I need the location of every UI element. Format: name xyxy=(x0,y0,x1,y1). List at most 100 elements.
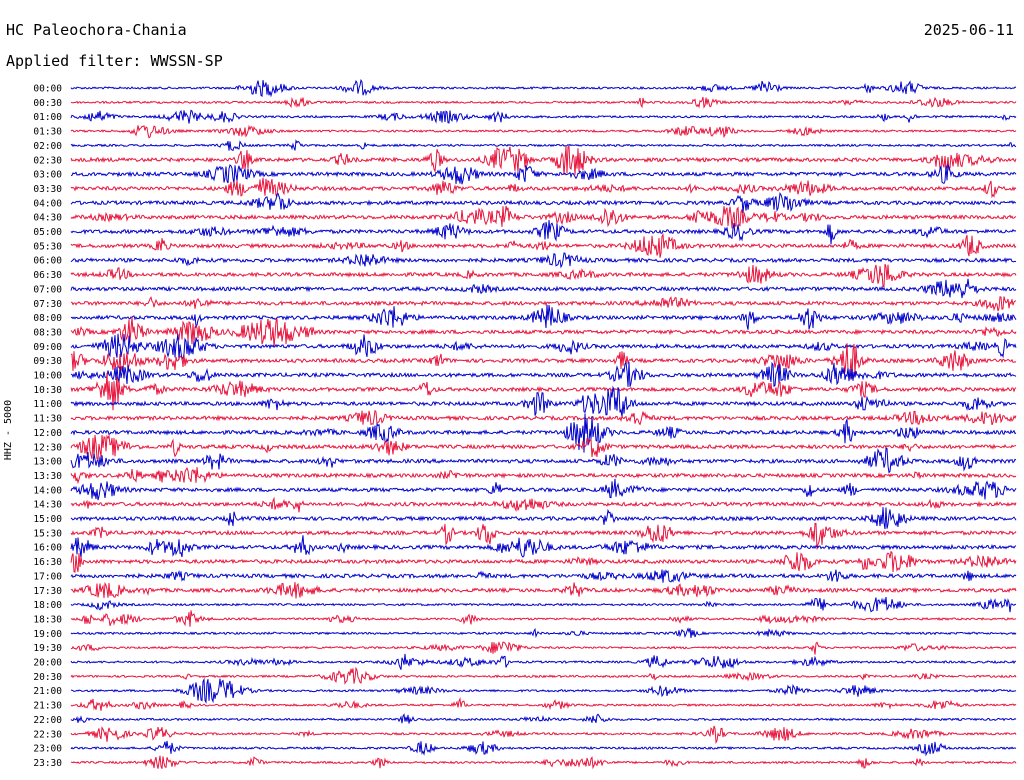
trace-line xyxy=(70,333,1017,361)
row-time-label: 04:30 xyxy=(33,213,62,224)
row-time-label: 06:00 xyxy=(33,256,62,267)
trace-line xyxy=(70,666,1017,685)
trace-line xyxy=(70,569,1017,583)
row-time-label: 14:00 xyxy=(33,485,62,496)
trace-line xyxy=(70,627,1017,639)
trace-line xyxy=(70,139,1017,152)
trace-line xyxy=(70,278,1017,299)
row-time-label: 14:30 xyxy=(33,500,62,511)
trace-line xyxy=(70,466,1017,485)
trace-line xyxy=(70,109,1017,124)
filter-label: Applied filter: WWSSN-SP xyxy=(6,52,223,70)
row-time-label: 22:00 xyxy=(33,715,62,726)
trace-line xyxy=(70,740,1017,757)
row-time-label: 03:30 xyxy=(33,184,62,195)
row-time-label: 19:00 xyxy=(33,629,62,640)
trace-line xyxy=(70,304,1017,330)
row-time-label: 17:30 xyxy=(33,586,62,597)
row-time-label: 18:00 xyxy=(33,600,62,611)
trace-line xyxy=(70,263,1017,288)
trace-line xyxy=(70,507,1017,530)
row-time-label: 04:00 xyxy=(33,198,62,209)
row-time-label: 15:30 xyxy=(33,528,62,539)
row-time-label: 08:30 xyxy=(33,327,62,338)
row-time-label: 00:00 xyxy=(33,84,62,95)
row-time-label: 21:00 xyxy=(33,686,62,697)
trace-line xyxy=(70,522,1017,550)
trace-line xyxy=(70,677,1017,704)
trace-line xyxy=(70,163,1017,185)
trace-line xyxy=(70,385,1017,418)
row-time-label: 13:30 xyxy=(33,471,62,482)
row-time-label: 21:30 xyxy=(33,701,62,712)
trace-line xyxy=(70,316,1017,348)
row-time-label: 01:00 xyxy=(33,112,62,123)
trace-line xyxy=(70,413,1017,453)
trace-line xyxy=(70,343,1017,380)
row-time-label: 22:30 xyxy=(33,729,62,740)
row-time-label: 10:00 xyxy=(33,371,62,382)
trace-line xyxy=(70,535,1017,558)
trace-line xyxy=(70,124,1017,139)
trace-line xyxy=(70,755,1017,770)
row-time-label: 20:30 xyxy=(33,672,62,683)
row-time-label: 12:30 xyxy=(33,442,62,453)
row-time-label: 11:30 xyxy=(33,414,62,425)
row-time-label: 19:30 xyxy=(33,643,62,654)
row-time-label: 20:00 xyxy=(33,658,62,669)
row-time-label: 05:00 xyxy=(33,227,62,238)
trace-line xyxy=(70,232,1017,258)
row-time-label: 16:30 xyxy=(33,557,62,568)
trace-line xyxy=(70,372,1017,411)
trace-line xyxy=(70,296,1016,312)
trace-line xyxy=(70,145,1017,176)
row-time-label: 13:00 xyxy=(33,457,62,468)
row-time-label: 15:00 xyxy=(33,514,62,525)
trace-line xyxy=(70,713,1017,724)
trace-line xyxy=(70,610,1017,627)
trace-line xyxy=(70,496,1017,513)
trace-line xyxy=(70,361,1017,388)
trace-line xyxy=(70,478,1017,501)
row-time-label: 17:00 xyxy=(33,571,62,582)
row-time-label: 16:00 xyxy=(33,543,62,554)
trace-line xyxy=(70,252,1017,269)
trace-line xyxy=(70,641,1017,655)
trace-line xyxy=(70,192,1016,213)
trace-line xyxy=(70,220,1017,245)
row-time-label: 11:00 xyxy=(33,399,62,410)
row-time-label: 05:30 xyxy=(33,241,62,252)
trace-line xyxy=(70,697,1017,711)
row-time-label: 06:30 xyxy=(33,270,62,281)
row-time-label: 07:00 xyxy=(33,284,62,295)
station-title: HC Paleochora-Chania xyxy=(6,21,187,39)
trace-line xyxy=(70,581,1017,599)
row-time-label: 12:00 xyxy=(33,428,62,439)
row-time-label: 09:30 xyxy=(33,356,62,367)
row-time-label: 02:30 xyxy=(33,155,62,166)
trace-line xyxy=(70,205,1017,229)
row-time-label: 08:00 xyxy=(33,313,62,324)
trace-line xyxy=(70,447,1017,474)
trace-line xyxy=(70,433,1017,461)
trace-line xyxy=(70,409,1017,426)
row-time-label: 23:00 xyxy=(33,744,62,755)
row-time-label: 00:30 xyxy=(33,98,62,109)
date-label: 2025-06-11 xyxy=(923,21,1014,39)
row-time-label: 03:00 xyxy=(33,170,62,181)
trace-line xyxy=(70,550,1017,573)
row-time-label: 23:30 xyxy=(33,758,62,769)
trace-line xyxy=(70,177,1017,199)
row-time-label: 09:00 xyxy=(33,342,62,353)
trace-line xyxy=(70,725,1017,745)
trace-line xyxy=(70,96,1017,109)
row-time-label: 07:30 xyxy=(33,299,62,310)
trace-line xyxy=(70,597,1016,613)
row-time-label: 10:30 xyxy=(33,385,62,396)
trace-line xyxy=(70,653,1017,670)
row-time-label: 01:30 xyxy=(33,127,62,138)
row-time-label: 02:00 xyxy=(33,141,62,152)
row-time-label: 18:30 xyxy=(33,614,62,625)
